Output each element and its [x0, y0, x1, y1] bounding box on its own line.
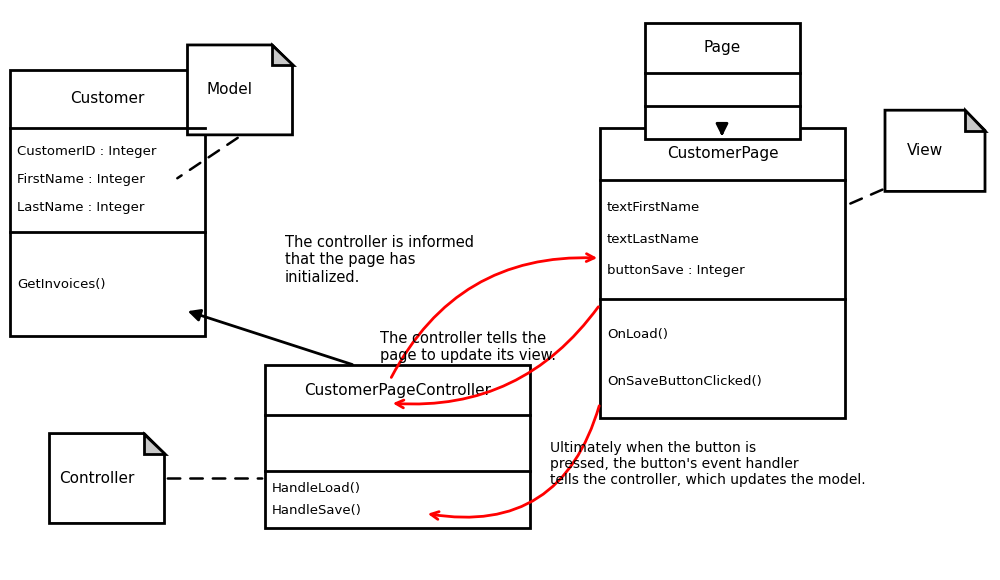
- Text: CustomerPage: CustomerPage: [667, 146, 778, 161]
- Polygon shape: [188, 45, 292, 135]
- Text: Model: Model: [207, 82, 253, 97]
- FancyArrowPatch shape: [431, 406, 599, 519]
- Text: CustomerID : Integer: CustomerID : Integer: [17, 146, 156, 158]
- Text: The controller tells the
page to update its view.: The controller tells the page to update …: [380, 331, 556, 363]
- Text: textFirstName: textFirstName: [607, 201, 700, 214]
- FancyArrowPatch shape: [396, 307, 598, 408]
- Polygon shape: [885, 110, 985, 191]
- Text: OnLoad(): OnLoad(): [607, 328, 668, 341]
- Bar: [265, 365, 530, 528]
- Text: textLastName: textLastName: [607, 233, 700, 246]
- Bar: [645, 23, 800, 139]
- Text: buttonSave : Integer: buttonSave : Integer: [607, 264, 745, 277]
- Polygon shape: [144, 434, 164, 454]
- Polygon shape: [272, 45, 292, 66]
- Text: Page: Page: [704, 41, 741, 55]
- Text: View: View: [907, 143, 943, 158]
- Polygon shape: [965, 110, 985, 130]
- Text: CustomerPageController: CustomerPageController: [304, 383, 491, 397]
- Polygon shape: [49, 434, 164, 523]
- Bar: [600, 128, 845, 418]
- Text: Controller: Controller: [59, 471, 135, 486]
- Text: GetInvoices(): GetInvoices(): [17, 278, 106, 291]
- Text: FirstName : Integer: FirstName : Integer: [17, 173, 145, 186]
- Text: HandleSave(): HandleSave(): [272, 505, 362, 517]
- Text: The controller is informed
that the page has
initialized.: The controller is informed that the page…: [285, 235, 474, 285]
- Text: LastName : Integer: LastName : Integer: [17, 201, 144, 214]
- Text: HandleLoad(): HandleLoad(): [272, 482, 361, 495]
- Bar: [10, 70, 205, 336]
- Text: Ultimately when the button is
pressed, the button's event handler
tells the cont: Ultimately when the button is pressed, t…: [550, 441, 866, 487]
- FancyArrowPatch shape: [391, 253, 594, 378]
- Text: OnSaveButtonClicked(): OnSaveButtonClicked(): [607, 375, 762, 389]
- Text: Customer: Customer: [70, 91, 145, 106]
